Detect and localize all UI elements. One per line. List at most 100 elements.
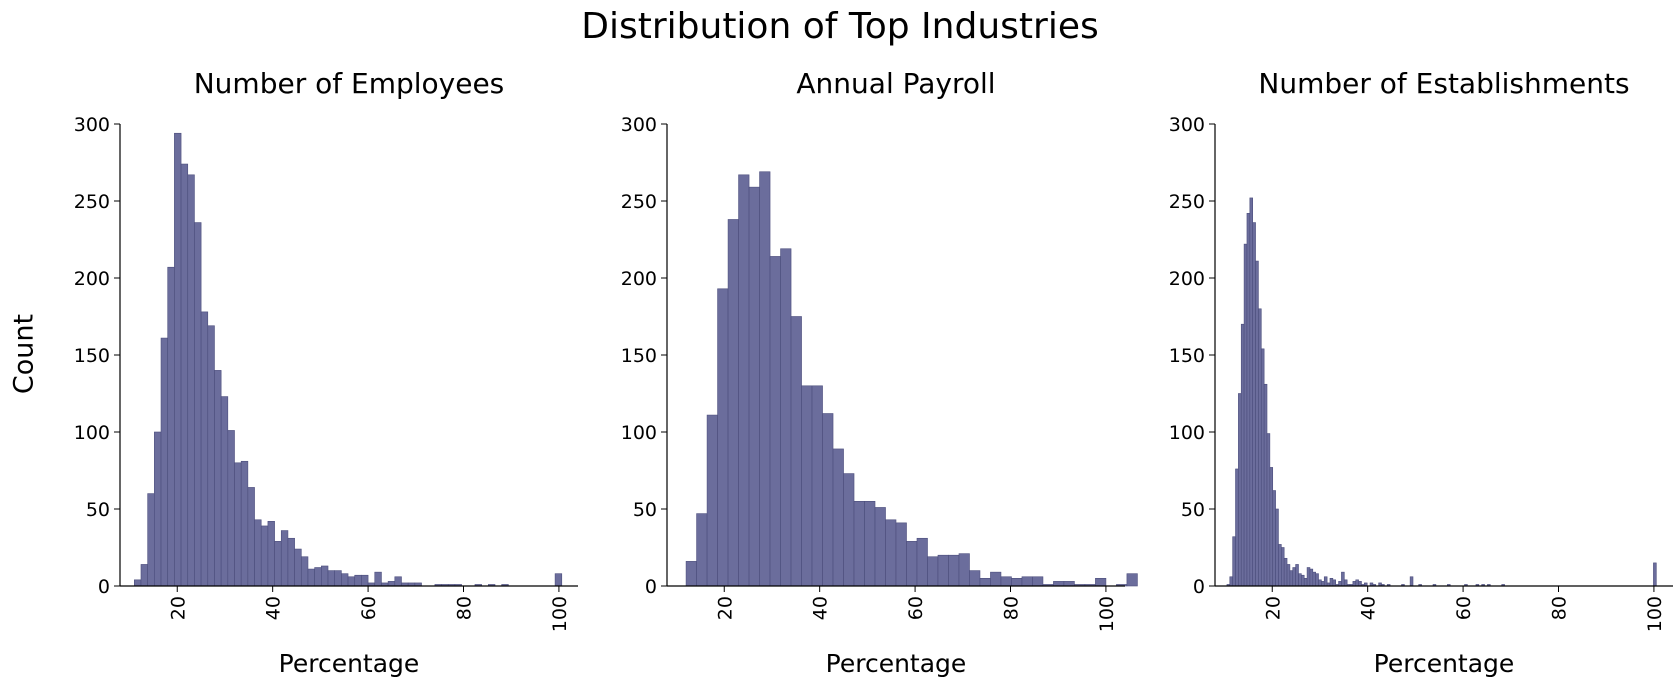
histogram-bar xyxy=(927,556,939,587)
x-tick-label: 40 xyxy=(263,596,285,620)
histogram-bar xyxy=(822,413,834,587)
histogram-bar xyxy=(394,576,402,587)
x-tick-label: 40 xyxy=(1358,596,1380,620)
y-tick-label: 250 xyxy=(621,191,657,213)
y-tick-label: 0 xyxy=(645,576,657,598)
histogram-bar xyxy=(1275,508,1279,587)
histogram-bar xyxy=(1286,564,1291,587)
histogram-bar xyxy=(1295,564,1299,587)
subplot-2: 0 50 100 150 200 250 300 20 40 60 80 100 Annual Payr… xyxy=(621,67,1138,678)
y-tick-label: 50 xyxy=(633,499,657,521)
histogram-bar xyxy=(874,507,886,587)
y-tick-label: 250 xyxy=(74,191,110,213)
histogram-bar xyxy=(1318,579,1322,587)
histogram-bar xyxy=(220,396,229,587)
y-tick-label: 150 xyxy=(74,345,110,367)
y-tick-label: 250 xyxy=(1169,191,1205,213)
histogram-bar xyxy=(374,571,382,587)
histogram-bar xyxy=(769,256,781,587)
histogram-bar xyxy=(727,219,739,587)
histogram-bar xyxy=(207,325,215,587)
histogram-bar xyxy=(240,460,249,587)
histogram-bar xyxy=(1332,579,1336,587)
histogram-bar xyxy=(167,266,175,587)
figure-title: Distribution of Top Industries xyxy=(581,6,1099,47)
x-tick-label: 80 xyxy=(454,596,476,620)
histogram-bar xyxy=(147,493,155,587)
histogram-bar xyxy=(1358,581,1362,587)
histogram-bar xyxy=(154,431,162,587)
histogram-bar xyxy=(1283,557,1288,587)
x-tick-label: 20 xyxy=(1262,596,1284,620)
histogram-bar xyxy=(334,570,342,587)
histogram-bar xyxy=(1243,243,1248,587)
histogram-bar xyxy=(274,541,282,587)
y-tick-label: 150 xyxy=(1169,345,1205,367)
histogram-bar xyxy=(1011,577,1023,587)
histogram-bar xyxy=(1238,393,1242,587)
histogram-bar xyxy=(895,522,907,587)
histogram-bar xyxy=(1309,568,1314,587)
histogram-bar xyxy=(1409,576,1414,587)
y-tick-label: 100 xyxy=(1169,422,1205,444)
y-tick-label: 300 xyxy=(74,114,110,136)
histogram-bar xyxy=(1246,213,1251,587)
histogram-bar xyxy=(790,316,802,587)
histogram-bar xyxy=(1032,576,1044,587)
histogram-bar xyxy=(948,554,960,587)
histogram-bar xyxy=(327,570,335,587)
histogram-bar xyxy=(214,370,222,587)
histogram-bar xyxy=(347,576,356,587)
histogram-bar xyxy=(1272,490,1276,587)
histogram-bar xyxy=(1063,581,1075,587)
histogram-bar xyxy=(354,574,362,587)
histogram-bar xyxy=(780,248,792,587)
subplot-1: 0 50 100 150 200 250 300 20 40 60 80 100 Number of E… xyxy=(74,67,578,678)
histogram-bar xyxy=(1229,576,1233,587)
y-tick-label: 200 xyxy=(1169,268,1205,290)
histogram-bar xyxy=(194,222,202,587)
histogram-bar xyxy=(1653,562,1657,587)
histogram-bar xyxy=(174,132,182,587)
histogram-bar xyxy=(990,571,1002,587)
histogram-bar xyxy=(1278,544,1282,587)
x-tick-label: 20 xyxy=(167,596,189,620)
histogram-bar xyxy=(1338,581,1342,587)
histogram-bar xyxy=(1249,197,1253,587)
histogram-bar xyxy=(1095,577,1107,587)
histogram-bar xyxy=(1312,571,1316,587)
histogram-bar xyxy=(1252,222,1256,587)
x-tick-label: 100 xyxy=(1644,596,1666,632)
y-tick-label: 50 xyxy=(1181,499,1205,521)
histogram-bar xyxy=(140,564,148,587)
histogram-bar xyxy=(706,414,718,587)
histogram-bar xyxy=(1053,581,1065,587)
y-tick-label: 200 xyxy=(621,268,657,290)
histogram-bar xyxy=(759,171,771,587)
y-tick-label: 0 xyxy=(98,576,110,598)
subplot-3: 0 50 100 150 200 250 300 20 40 60 80 100 Number of E… xyxy=(1169,67,1673,678)
histogram-bar xyxy=(280,530,289,587)
histogram-bar xyxy=(1301,574,1305,587)
histogram-bar xyxy=(958,553,970,587)
histogram-bar xyxy=(1355,579,1359,587)
histogram-bar xyxy=(1329,577,1334,587)
y-tick-label: 300 xyxy=(1169,114,1205,136)
x-tick-label: 60 xyxy=(905,596,927,620)
histogram-bar xyxy=(1263,383,1268,587)
histogram-bar xyxy=(307,568,315,587)
histogram-bar xyxy=(738,174,750,587)
histogram-bar xyxy=(1000,576,1012,587)
histogram-bar xyxy=(979,577,991,587)
x-tick-label: 100 xyxy=(1096,596,1118,632)
histogram-bar xyxy=(1321,581,1325,587)
histogram-bar xyxy=(916,537,928,587)
histogram-bar xyxy=(361,574,369,587)
histogram-bar xyxy=(247,487,255,587)
histogram-bar xyxy=(1341,571,1345,587)
histogram-bar xyxy=(200,311,209,587)
histogram-bar xyxy=(748,186,760,587)
histogram-bar xyxy=(1232,536,1236,587)
histogram-bar xyxy=(1303,577,1308,587)
